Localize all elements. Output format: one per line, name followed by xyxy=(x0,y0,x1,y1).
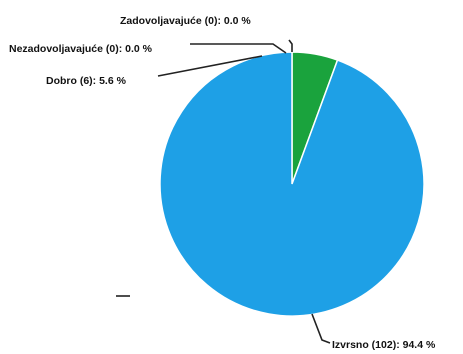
slice-label-nezadovoljavajuce: Nezadovoljavajuće (0): 0.0 % xyxy=(9,43,153,55)
leader-line-izvrsno xyxy=(311,313,331,344)
slice-label-zadovoljavajuce: Zadovoljavajuće (0): 0.0 % xyxy=(120,15,251,27)
slice-label-dobro: Dobro (6): 5.6 % xyxy=(46,75,127,87)
pie-slice-izvrsno xyxy=(159,51,425,317)
slice-label-izvrsno: Izvrsno (102): 94.4 % xyxy=(332,339,436,351)
leader-line-dobro xyxy=(157,55,263,77)
pie-slices xyxy=(159,51,425,317)
leader-line-zadovoljavajuce xyxy=(288,39,293,52)
leader-line-nezadovoljavajuce xyxy=(190,43,287,54)
